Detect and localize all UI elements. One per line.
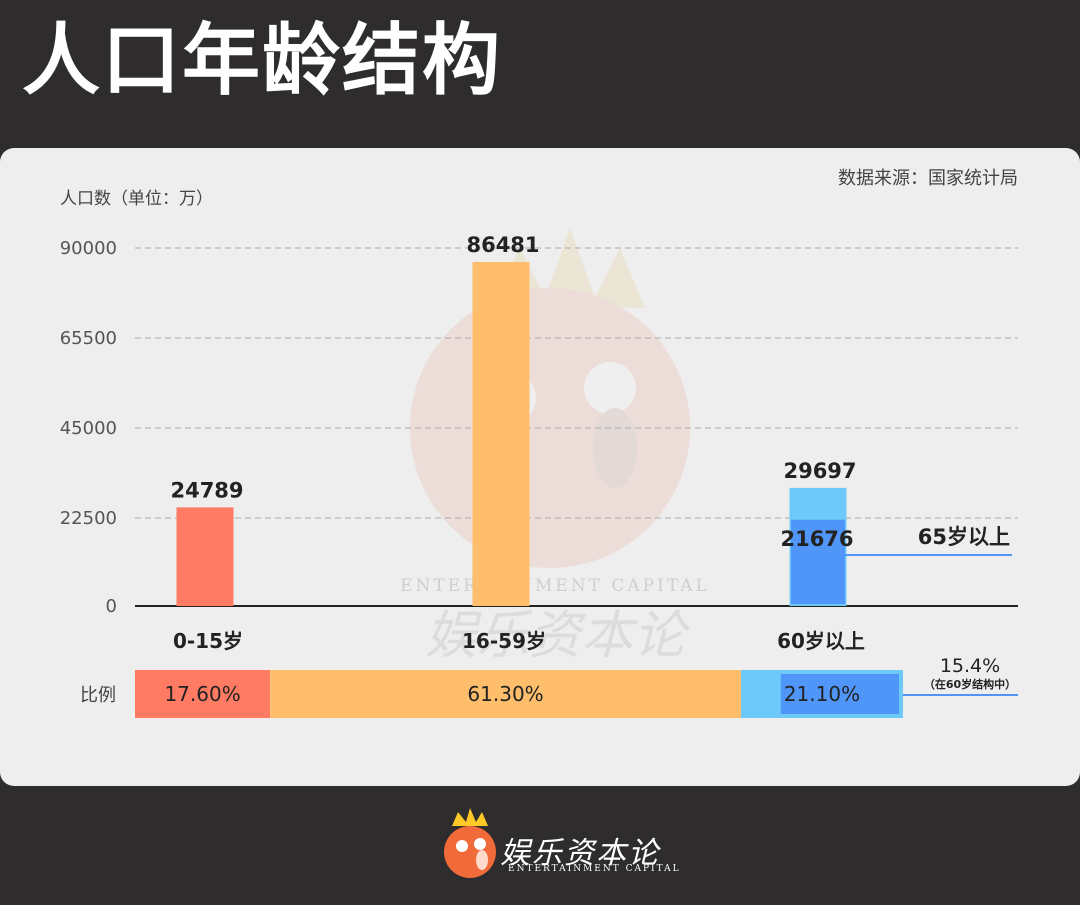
- ratio-inner-label: 15.4%: [940, 655, 1000, 677]
- footer-mascot-icon: [444, 808, 496, 878]
- ratio-segment-label: 21.10%: [784, 682, 860, 706]
- sub-bar-callout-label: 65岁以上: [918, 525, 1010, 549]
- ratio-segment-label: 61.30%: [467, 682, 543, 706]
- footer-brand: 娱乐资本论: [500, 836, 660, 871]
- source-label: 数据来源：国家统计局: [838, 168, 1018, 189]
- sub-bar-value-label: 21676: [780, 527, 853, 551]
- footer-sub: ENTERTAINMENT CAPITAL: [508, 864, 681, 874]
- ratio-inner-note: （在60岁结构中）: [924, 677, 1016, 691]
- x-category-label: 60岁以上: [777, 629, 865, 653]
- ratio-segment: [270, 670, 741, 718]
- bar: [472, 261, 530, 606]
- watermark-text-cn: 娱乐资本论: [425, 606, 691, 666]
- sub-bar: [791, 519, 845, 604]
- y-tick-label: 0: [106, 596, 117, 617]
- y-tick-label: 22500: [60, 508, 117, 529]
- bar: [176, 507, 234, 606]
- chart-canvas: 数据来源：国家统计局 人口数（单位：万） 0 22500 45000 65500 900…: [60, 168, 1018, 718]
- y-axis-label: 人口数（单位：万）: [60, 189, 213, 209]
- x-category-label: 16-59岁: [462, 629, 546, 653]
- watermark-text-en: ENTERTAINMENT CAPITAL: [400, 576, 710, 596]
- ratio-segment: [135, 670, 271, 718]
- ratio-segment-label: 17.60%: [164, 682, 240, 706]
- x-category-label: 0-15岁: [173, 629, 243, 653]
- chart-panel: 数据来源：国家统计局 人口数（单位：万） 0 22500 45000 65500 900…: [0, 148, 1080, 786]
- page-title: 人口年龄结构: [22, 16, 503, 106]
- y-tick-label: 65500: [60, 328, 117, 349]
- ratio-label: 比例: [80, 685, 116, 706]
- y-tick-label: 45000: [60, 418, 117, 439]
- bar-value-label: 24789: [170, 478, 243, 502]
- bar-value-label: 29697: [783, 459, 856, 483]
- bar-value-label: 86481: [466, 233, 539, 257]
- y-tick-label: 90000: [60, 238, 117, 259]
- ratio-inner-segment: [780, 674, 899, 714]
